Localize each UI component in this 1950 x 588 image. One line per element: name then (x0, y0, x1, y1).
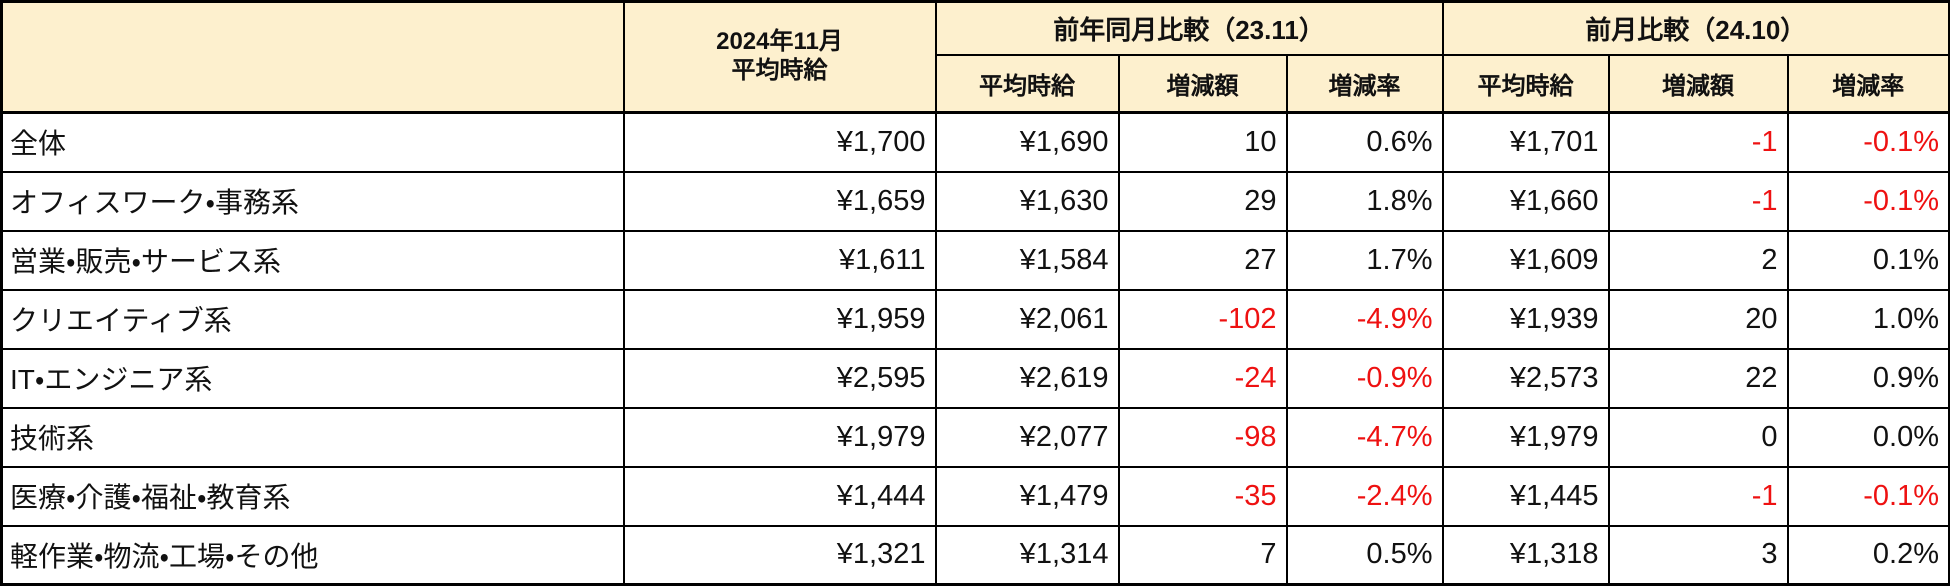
yoy-diff-cell: 7 (1117, 524, 1288, 586)
yoy-avg-cell: ¥1,584 (934, 229, 1120, 291)
mom-group-header: 前月比較（24.10） (1441, 0, 1950, 56)
table-row: オフィスワーク・事務系 ¥1,659 ¥1,630 29 1.8% ¥1,660… (0, 170, 1950, 232)
category-label-cell: オフィスワーク・事務系 (0, 170, 625, 232)
mom-rate-cell: 1.0% (1786, 288, 1950, 350)
yoy-rate-cell: -0.9% (1285, 347, 1444, 409)
yoy-avg-cell: ¥1,630 (934, 170, 1120, 232)
corner-header-cell (0, 0, 625, 114)
yoy-diff-cell: -102 (1117, 288, 1288, 350)
yoy-diff-cell: -98 (1117, 406, 1288, 468)
mom-avg-cell: ¥1,979 (1441, 406, 1610, 468)
mom-diff-cell: 0 (1607, 406, 1789, 468)
category-label-cell: クリエイティブ系 (0, 288, 625, 350)
current-month-header: 2024年11月 平均時給 (622, 0, 937, 114)
current-avg-cell: ¥1,321 (622, 524, 937, 586)
mom-avg-cell: ¥1,701 (1441, 111, 1610, 173)
mom-diff-cell: 2 (1607, 229, 1789, 291)
current-avg-cell: ¥1,959 (622, 288, 937, 350)
yoy-avg-cell: ¥1,479 (934, 465, 1120, 527)
mom-rate-header: 増減率 (1786, 53, 1950, 114)
current-month-line1: 2024年11月 (716, 28, 843, 56)
mom-diff-cell: 22 (1607, 347, 1789, 409)
table-row: 営業・販売・サービス系 ¥1,611 ¥1,584 27 1.7% ¥1,609… (0, 229, 1950, 291)
table-row: 技術系 ¥1,979 ¥2,077 -98 -4.7% ¥1,979 0 0.0… (0, 406, 1950, 468)
current-avg-cell: ¥1,979 (622, 406, 937, 468)
category-label-cell: 軽作業・物流・工場・その他 (0, 524, 625, 586)
current-avg-cell: ¥2,595 (622, 347, 937, 409)
table-header: 2024年11月 平均時給 前年同月比較（23.11） 前月比較（24.10） … (0, 0, 1950, 114)
category-label-cell: 技術系 (0, 406, 625, 468)
yoy-avg-header: 平均時給 (934, 53, 1120, 114)
table-row: 全体 ¥1,700 ¥1,690 10 0.6% ¥1,701 -1 -0.1% (0, 111, 1950, 173)
yoy-avg-cell: ¥2,061 (934, 288, 1120, 350)
yoy-rate-cell: 0.5% (1285, 524, 1444, 586)
current-avg-cell: ¥1,611 (622, 229, 937, 291)
mom-rate-cell: -0.1% (1786, 111, 1950, 173)
group-header-row: 2024年11月 平均時給 前年同月比較（23.11） 前月比較（24.10） (0, 0, 1950, 114)
yoy-rate-cell: 1.8% (1285, 170, 1444, 232)
mom-diff-cell: 20 (1607, 288, 1789, 350)
yoy-diff-cell: 29 (1117, 170, 1288, 232)
table-row: 医療・介護・福祉・教育系 ¥1,444 ¥1,479 -35 -2.4% ¥1,… (0, 465, 1950, 527)
table-row: IT・エンジニア系 ¥2,595 ¥2,619 -24 -0.9% ¥2,573… (0, 347, 1950, 409)
yoy-rate-cell: -4.7% (1285, 406, 1444, 468)
current-month-line2: 平均時給 (731, 57, 828, 84)
table-row: クリエイティブ系 ¥1,959 ¥2,061 -102 -4.9% ¥1,939… (0, 288, 1950, 350)
mom-avg-cell: ¥1,609 (1441, 229, 1610, 291)
mom-avg-header: 平均時給 (1441, 53, 1610, 114)
table-body: 全体 ¥1,700 ¥1,690 10 0.6% ¥1,701 -1 -0.1%… (0, 111, 1950, 586)
yoy-diff-cell: 10 (1117, 111, 1288, 173)
current-avg-cell: ¥1,444 (622, 465, 937, 527)
yoy-avg-cell: ¥1,314 (934, 524, 1120, 586)
mom-avg-cell: ¥1,445 (1441, 465, 1610, 527)
current-avg-cell: ¥1,659 (622, 170, 937, 232)
yoy-rate-cell: -2.4% (1285, 465, 1444, 527)
yoy-rate-cell: -4.9% (1285, 288, 1444, 350)
yoy-avg-cell: ¥2,077 (934, 406, 1120, 468)
yoy-rate-header: 増減率 (1285, 53, 1444, 114)
mom-diff-header: 増減額 (1607, 53, 1789, 114)
yoy-rate-cell: 1.7% (1285, 229, 1444, 291)
yoy-diff-cell: -24 (1117, 347, 1288, 409)
mom-avg-cell: ¥2,573 (1441, 347, 1610, 409)
mom-avg-cell: ¥1,318 (1441, 524, 1610, 586)
category-label-cell: 全体 (0, 111, 625, 173)
mom-rate-cell: 0.9% (1786, 347, 1950, 409)
mom-avg-cell: ¥1,939 (1441, 288, 1610, 350)
yoy-diff-cell: -35 (1117, 465, 1288, 527)
mom-diff-cell: 3 (1607, 524, 1789, 586)
mom-rate-cell: -0.1% (1786, 465, 1950, 527)
table-row: 軽作業・物流・工場・その他 ¥1,321 ¥1,314 7 0.5% ¥1,31… (0, 524, 1950, 586)
mom-rate-cell: 0.0% (1786, 406, 1950, 468)
mom-diff-cell: -1 (1607, 170, 1789, 232)
category-label-cell: IT・エンジニア系 (0, 347, 625, 409)
yoy-rate-cell: 0.6% (1285, 111, 1444, 173)
mom-avg-cell: ¥1,660 (1441, 170, 1610, 232)
category-label-cell: 医療・介護・福祉・教育系 (0, 465, 625, 527)
current-avg-cell: ¥1,700 (622, 111, 937, 173)
yoy-diff-header: 増減額 (1117, 53, 1288, 114)
yoy-diff-cell: 27 (1117, 229, 1288, 291)
category-label-cell: 営業・販売・サービス系 (0, 229, 625, 291)
yoy-group-header: 前年同月比較（23.11） (934, 0, 1444, 56)
sub-header-row: 平均時給 増減額 増減率 平均時給 増減額 増減率 (2, 53, 1950, 114)
yoy-avg-cell: ¥1,690 (934, 111, 1120, 173)
yoy-avg-cell: ¥2,619 (934, 347, 1120, 409)
mom-rate-cell: 0.1% (1786, 229, 1950, 291)
mom-diff-cell: -1 (1607, 111, 1789, 173)
mom-diff-cell: -1 (1607, 465, 1789, 527)
mom-rate-cell: -0.1% (1786, 170, 1950, 232)
mom-rate-cell: 0.2% (1786, 524, 1950, 586)
